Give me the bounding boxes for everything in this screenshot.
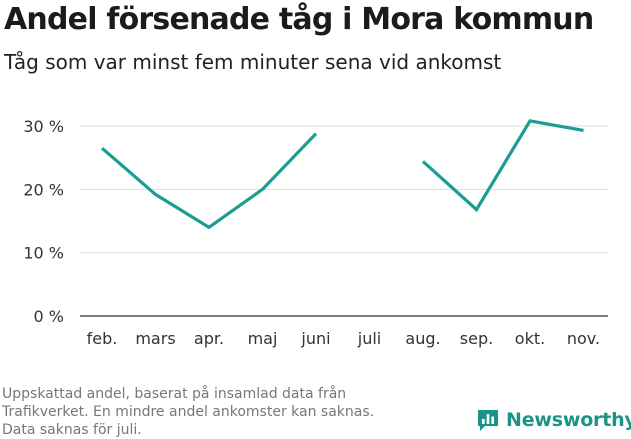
footnote-line: Uppskattad andel, baserat på insamlad da… (2, 386, 347, 402)
x-tick-label: mars (135, 329, 175, 348)
y-axis-ticks: 0 % 10 % 20 % 30 % (23, 117, 64, 326)
x-tick-label: apr. (194, 329, 224, 348)
series-line-segment (421, 119, 584, 213)
y-tick-label: 30 % (23, 117, 64, 136)
newsworthy-logo: Newsworthy (476, 408, 631, 432)
x-tick-label: sep. (460, 329, 493, 348)
x-axis-ticks: feb. mars apr. maj juni juli aug. sep. okt. nov. (87, 329, 600, 348)
footnote: Uppskattad andel, baserat på insamlad da… (2, 385, 432, 439)
gridlines (80, 125, 608, 317)
y-tick-label: 20 % (23, 180, 64, 199)
footnote-line: Data saknas för juli. (2, 422, 142, 438)
y-tick-label: 10 % (23, 244, 64, 263)
line-chart: 0 % 10 % 20 % 30 % feb. mars apr. maj juni juli a… (23, 117, 608, 348)
chart-subtitle: Tåg som var minst fem minuter sena vid a… (4, 50, 502, 74)
x-tick-label: aug. (405, 329, 440, 348)
newsworthy-chart-icon (478, 410, 498, 431)
footnote-line: Trafikverket. En mindre andel ankomster … (2, 404, 375, 420)
brand-name: Newsworthy (506, 409, 631, 431)
x-tick-label: okt. (515, 329, 545, 348)
x-tick-label: nov. (567, 329, 600, 348)
x-tick-label: juli (357, 329, 381, 348)
chart-title: Andel försenade tåg i Mora kommun (4, 2, 594, 37)
x-tick-label: feb. (87, 329, 118, 348)
x-tick-label: maj (248, 329, 278, 348)
x-tick-label: juni (300, 329, 330, 348)
data-lines (100, 119, 584, 230)
series-line-segment (100, 132, 318, 230)
y-tick-label: 0 % (34, 307, 64, 326)
